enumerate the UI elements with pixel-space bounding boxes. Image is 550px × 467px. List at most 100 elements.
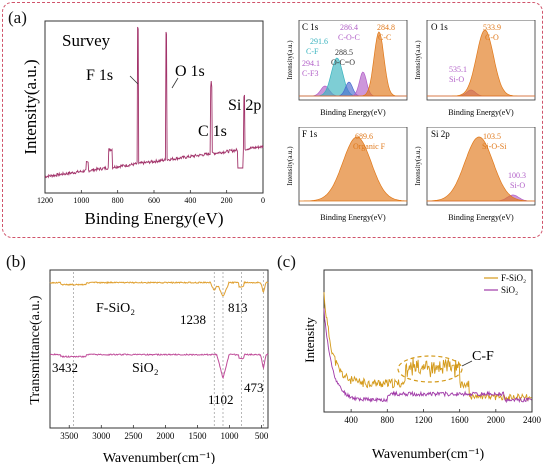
ftir-x-tick-label: 2500 <box>124 431 142 441</box>
ftir-label-1238: 1238 <box>180 312 206 327</box>
raman-chart: 400 800 1200 1600 2000 2400 C-F F-SiO₂ SiO₂ W… <box>302 269 542 462</box>
raman-ylabel: Intensity <box>302 317 317 363</box>
c1s-chart: C 1s 284.8 C-C 286.4 C-O-C 291.6 C-F 288… <box>286 20 408 117</box>
ftir-label-813: 813 <box>228 300 248 315</box>
ftir-label-473: 473 <box>244 380 264 395</box>
panel-label-b: (b) <box>6 252 26 271</box>
raman-fsio2-line <box>323 292 532 402</box>
c1s-value-cf: 291.6 <box>310 37 328 46</box>
o1s-value-co: 533.9 <box>483 23 501 32</box>
si2p-chart: Si 2p 103.5 Si-O-Si 100.3 Si-O Binding E… <box>414 127 536 222</box>
ftir-chart: 3500 3000 2500 2000 1500 1000 500 F-SiO₂ SiO₂ … <box>28 269 269 464</box>
raman-legend-sio2: SiO₂ <box>501 285 518 295</box>
c1s-value-ococ: 288.5 <box>335 48 353 57</box>
ftir-label-1102: 1102 <box>208 392 234 407</box>
c1s-plot-frame <box>298 20 408 101</box>
f1s-title: F 1s <box>302 129 318 139</box>
ftir-x-tick-label: 3500 <box>60 431 78 441</box>
survey-spectrum-line <box>44 26 264 179</box>
ftir-x-tick-label: 1000 <box>221 431 240 441</box>
survey-x-tick-label: 200 <box>221 196 233 205</box>
raman-sio2-line <box>323 308 532 404</box>
ftir-x-tick-label: 500 <box>255 431 269 441</box>
si2p-peak-1 <box>426 136 535 202</box>
survey-x-tick-label: 600 <box>148 196 160 205</box>
o1s-chart: O 1s 533.9 C-O 535.1 Si-O Binding Energy… <box>414 20 536 117</box>
si2p-label-siosi: Si-O-Si <box>482 142 507 151</box>
raman-x-tick-label: 400 <box>344 415 358 425</box>
si2p-ylabel: Intensity(a.u.) <box>414 146 422 186</box>
survey-chart: 1200 1000 800 600 400 200 0 Survey F 1s O 1s C… <box>21 20 265 228</box>
o1s-title: O 1s <box>431 22 448 32</box>
o1s-ylabel: Intensity(a.u.) <box>414 40 422 80</box>
ftir-label-3432: 3432 <box>52 360 78 375</box>
ftir-plot-frame <box>49 269 269 429</box>
raman-cf-pointer <box>461 360 473 367</box>
survey-x-tick-label: 1200 <box>37 196 53 205</box>
ftir-label-fsio2: F-SiO₂ <box>96 301 135 316</box>
f1s-ylabel: Intensity(a.u.) <box>286 146 294 186</box>
ftir-sio2-line <box>49 353 269 380</box>
raman-legend-fsio2: F-SiO₂ <box>501 273 526 283</box>
o1s-label-sio: Si-O <box>449 75 464 84</box>
ftir-x-tick-label: 1500 <box>188 431 207 441</box>
o1s-value-sio: 535.1 <box>449 65 467 74</box>
survey-xlabel: Binding Energy(eV) <box>85 209 224 228</box>
c1s-label-cf: C-F <box>306 47 319 56</box>
c1s-value-cc: 284.8 <box>377 23 395 32</box>
ftir-x-tick-label: 2000 <box>156 431 175 441</box>
si2p-label-sio: Si-O <box>510 181 525 190</box>
ftir-xlabel: Wavenumber(cm⁻¹) <box>103 451 216 464</box>
c1s-label-cc: C-C <box>378 33 391 42</box>
survey-x-tick-label: 800 <box>112 196 124 205</box>
survey-pointer-f <box>129 75 139 85</box>
ftir-x-tick-label: 3000 <box>92 431 111 441</box>
survey-label-o1s: O 1s <box>175 63 205 80</box>
si2p-value-sio: 100.3 <box>508 171 526 180</box>
raman-label-cf: C-F <box>472 349 494 364</box>
o1s-peak-1 <box>427 29 535 97</box>
ftir-label-sio2: SiO₂ <box>132 361 159 376</box>
si2p-plot-frame <box>426 127 536 206</box>
survey-x-tick-label: 0 <box>261 196 265 205</box>
o1s-label-co: C-O <box>485 33 499 42</box>
raman-x-tick-label: 2400 <box>523 415 542 425</box>
raman-xlabel: Wavenumber(cm⁻¹) <box>372 447 485 462</box>
c1s-xlabel: Binding Energy(eV) <box>320 108 386 117</box>
survey-pointer-o <box>171 77 179 89</box>
c1s-label-cf3: C-F3 <box>302 69 318 78</box>
survey-ylabel: Intensity(a.u.) <box>21 59 40 154</box>
survey-x-tick-label: 1000 <box>73 196 89 205</box>
f1s-value: 689.6 <box>355 132 373 141</box>
c1s-peak-4 <box>299 31 407 97</box>
c1s-label-coc: C-O-C <box>338 33 360 42</box>
c1s-ylabel: Intensity(a.u.) <box>286 40 294 80</box>
ftir-fsio2-line <box>49 280 269 297</box>
o1s-xlabel: Binding Energy(eV) <box>448 108 514 117</box>
survey-label-c1s: C 1s <box>198 123 227 140</box>
c1s-value-cf3: 294.1 <box>302 59 320 68</box>
ftir-ylabel: Transmittance(a.u.) <box>28 295 43 404</box>
raman-x-tick-label: 800 <box>381 415 395 425</box>
raman-x-tick-label: 1600 <box>451 415 470 425</box>
panel-label-a: (a) <box>8 8 27 27</box>
si2p-value-siosi: 103.5 <box>483 132 501 141</box>
si2p-title: Si 2p <box>431 129 450 139</box>
raman-cf-ellipse <box>397 355 463 383</box>
f1s-xlabel: Binding Energy(eV) <box>320 213 386 222</box>
f1s-peak-0 <box>299 136 408 202</box>
raman-x-tick-label: 2000 <box>487 415 506 425</box>
survey-label-si2p: Si 2p <box>228 97 261 114</box>
si2p-xlabel: Binding Energy(eV) <box>448 213 514 222</box>
panel-a-frame <box>2 2 543 238</box>
survey-label-f1s: F 1s <box>86 67 113 84</box>
panel-label-c: (c) <box>277 252 296 271</box>
survey-x-tick-label: 400 <box>184 196 196 205</box>
raman-x-tick-label: 1200 <box>414 415 433 425</box>
c1s-value-coc: 286.4 <box>340 23 358 32</box>
survey-title: Survey <box>62 31 111 50</box>
f1s-plot-frame <box>298 127 408 206</box>
o1s-plot-frame <box>426 20 536 101</box>
c1s-label-ococ: O-C=O <box>331 58 355 67</box>
raman-plot-frame <box>323 269 533 413</box>
